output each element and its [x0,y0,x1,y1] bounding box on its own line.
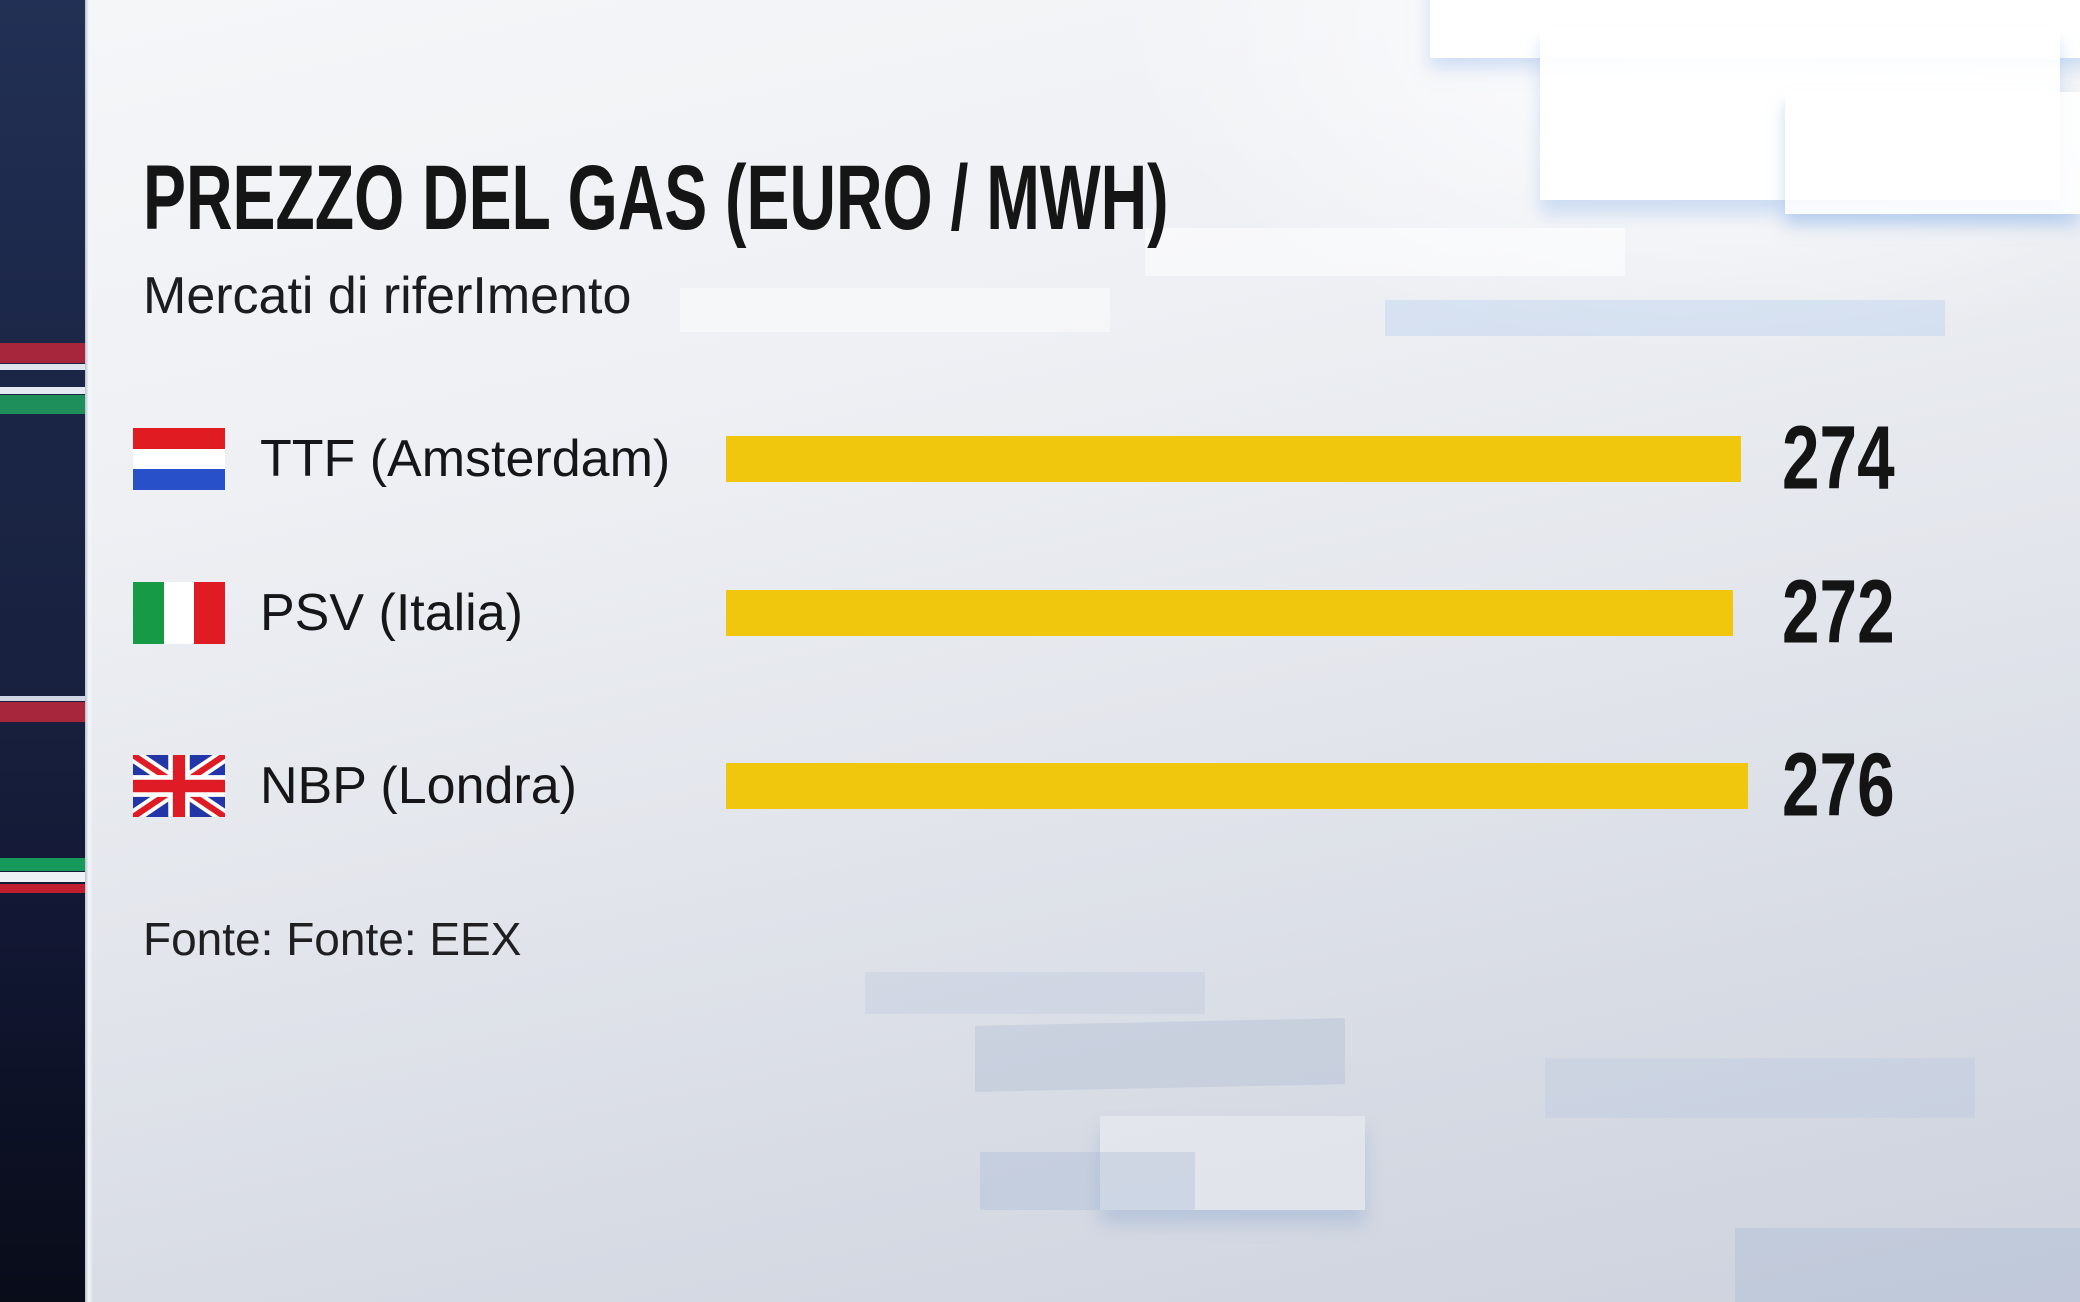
bg-rect [1385,300,1945,336]
left-video-strip [0,0,85,1302]
strip-white-line [0,387,85,394]
bg-rect [1145,228,1625,276]
panel-left-edge [85,0,93,1302]
bar-row-psv: PSV (Italia) 272 [85,563,2080,663]
bar-psv [726,590,1734,636]
strip-white-line [0,364,85,370]
italy-flag-icon [133,582,225,644]
bar-track [726,763,1748,809]
bg-rect [680,288,1110,332]
bar-label: NBP (Londra) [260,757,577,815]
bar-track [726,590,1748,636]
source-note: Fonte: Fonte: EEX [143,913,522,965]
chart-panel: PREZZO DEL GAS (EURO / MWH) Mercati di r… [85,0,2080,1302]
bar-value: 272 [1782,562,1895,663]
bar-ttf [726,436,1741,482]
united-kingdom-flag-icon [133,755,225,817]
bar-row-nbp: NBP (Londra) 276 [85,736,2080,836]
bg-rect [1785,92,2080,214]
bar-row-ttf: TTF (Amsterdam) 274 [85,409,2080,509]
bar-track [726,436,1748,482]
bg-rect [975,1018,1345,1092]
strip-red-line [0,884,85,893]
bg-rect [1545,1058,1975,1118]
bar-value: 276 [1782,735,1895,836]
strip-green-band [0,395,85,414]
strip-white-line [0,696,85,701]
bar-label: TTF (Amsterdam) [260,430,671,488]
bar-nbp [726,763,1748,809]
strip-red-band [0,702,85,722]
bg-rect [1100,1116,1365,1210]
bg-rect [865,972,1205,1014]
strip-white-line [0,872,85,882]
chart-title: PREZZO DEL GAS (EURO / MWH) [143,147,1169,249]
netherlands-flag-icon [133,428,225,490]
bar-label: PSV (Italia) [260,584,523,642]
bg-rect [980,1152,1195,1210]
bg-rect [1735,1228,2080,1302]
bar-value: 274 [1782,408,1895,509]
strip-green-line [0,858,85,871]
chart-subtitle: Mercati di riferImento [143,267,632,325]
strip-red-band [0,343,85,363]
